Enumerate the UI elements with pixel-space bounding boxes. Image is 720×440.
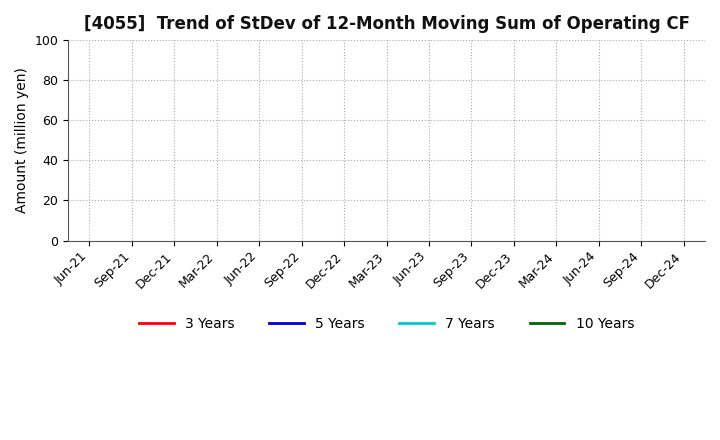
Y-axis label: Amount (million yen): Amount (million yen) <box>15 67 29 213</box>
Title: [4055]  Trend of StDev of 12-Month Moving Sum of Operating CF: [4055] Trend of StDev of 12-Month Moving… <box>84 15 690 33</box>
Legend: 3 Years, 5 Years, 7 Years, 10 Years: 3 Years, 5 Years, 7 Years, 10 Years <box>134 312 639 337</box>
